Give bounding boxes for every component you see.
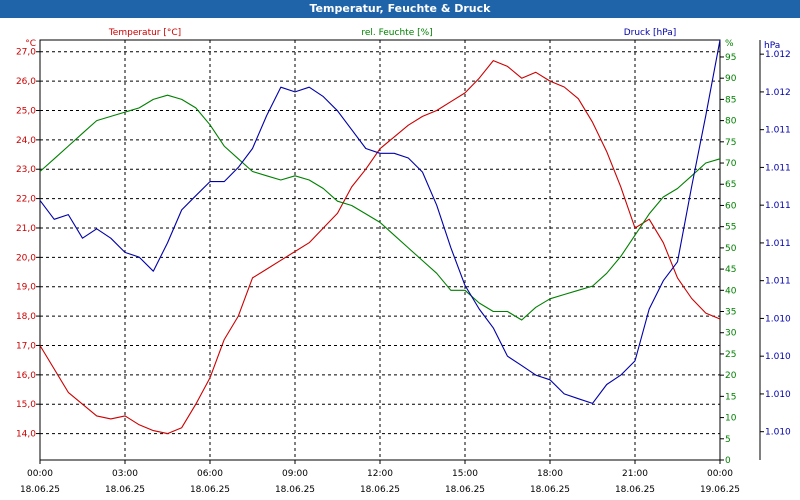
x-tick-label-date: 18.06.25 (445, 485, 485, 495)
x-tick-label-date: 19.06.25 (700, 485, 740, 495)
humidity-tick-label: 20 (725, 371, 737, 381)
humidity-tick-label: 50 (725, 244, 737, 254)
x-tick-label-date: 18.06.25 (190, 485, 230, 495)
pressure-tick-label: 1.011 (765, 277, 791, 287)
humidity-tick-label: 5 (725, 435, 731, 445)
pressure-tick-label: 1.012 (765, 88, 791, 98)
temp-tick-label: 26,0 (16, 77, 36, 87)
humidity-axis-label: rel. Feuchte [%] (361, 28, 432, 38)
pressure-axis-unit: hPa (764, 41, 780, 51)
chart-title: Temperatur, Feuchte & Druck (0, 0, 800, 18)
x-tick-label-time: 03:00 (112, 469, 138, 479)
x-tick-label-time: 21:00 (622, 469, 648, 479)
humidity-tick-label: 40 (725, 286, 737, 296)
x-tick-label-time: 00:00 (27, 469, 53, 479)
temp-tick-label: 25,0 (16, 106, 36, 116)
humidity-tick-label: 70 (725, 159, 737, 169)
temp-tick-label: 17,0 (16, 341, 36, 351)
pressure-tick-label: 1.012 (765, 50, 791, 60)
pressure-tick-label: 1.010 (765, 428, 791, 438)
axes-group: 00:00 18.06.25 03:00 18.06.25 06:00 18.06.25 0… (16, 28, 791, 495)
temp-tick-label: 14,0 (16, 430, 36, 440)
humidity-tick-label: 55 (725, 223, 736, 233)
x-tick-label-time: 09:00 (282, 469, 308, 479)
temp-tick-label: 27,0 (16, 48, 36, 58)
humidity-tick-label: 45 (725, 265, 736, 275)
x-tick-label-time: 15:00 (452, 469, 478, 479)
humidity-tick-label: 0 (725, 456, 731, 466)
series-line-pressure (39, 39, 721, 404)
x-tick-label-time: 12:00 (367, 469, 393, 479)
temp-tick-label: 21,0 (16, 224, 36, 234)
temp-tick-label: 16,0 (16, 371, 36, 381)
pressure-tick-label: 1.011 (765, 126, 791, 136)
temp-tick-label: 20,0 (16, 253, 36, 263)
humidity-tick-label: 65 (725, 180, 736, 190)
pressure-tick-label: 1.010 (765, 390, 791, 400)
x-tick-label-time: 18:00 (537, 469, 563, 479)
pressure-axis-label: Druck [hPa] (624, 28, 677, 38)
series-line-humidity (39, 94, 721, 321)
humidity-tick-label: 95 (725, 53, 736, 63)
temp-tick-label: 18,0 (16, 312, 36, 322)
x-tick-label-date: 18.06.25 (20, 485, 60, 495)
temp-tick-label: 15,0 (16, 400, 36, 410)
pressure-tick-label: 1.011 (765, 163, 791, 173)
x-tick-label-date: 18.06.25 (360, 485, 400, 495)
temp-tick-label: 22,0 (16, 195, 36, 205)
x-tick-label-date: 18.06.25 (275, 485, 315, 495)
x-tick-label-time: 06:00 (197, 469, 223, 479)
humidity-tick-label: 90 (725, 74, 737, 84)
humidity-tick-label: 85 (725, 95, 736, 105)
x-tick-label-date: 18.06.25 (530, 485, 570, 495)
x-tick-label-time: 00:00 (707, 469, 733, 479)
series-line-temperature (39, 60, 721, 435)
grid-lines (40, 40, 720, 460)
humidity-tick-label: 10 (725, 414, 737, 424)
series-group (39, 39, 721, 435)
temp-tick-label: 23,0 (16, 165, 36, 175)
x-tick-label-date: 18.06.25 (105, 485, 145, 495)
chart-area: 00:00 18.06.25 03:00 18.06.25 06:00 18.06.25 0… (16, 28, 791, 495)
humidity-tick-label: 25 (725, 350, 736, 360)
humidity-axis-unit: % (725, 39, 734, 49)
temp-axis-label: Temperatur [°C] (108, 28, 181, 38)
humidity-tick-label: 80 (725, 117, 737, 127)
temp-tick-label: 19,0 (16, 283, 36, 293)
humidity-tick-label: 75 (725, 138, 736, 148)
temp-axis-unit: °C (25, 39, 36, 49)
humidity-tick-label: 35 (725, 308, 736, 318)
pressure-tick-label: 1.011 (765, 201, 791, 211)
pressure-tick-label: 1.011 (765, 239, 791, 249)
x-tick-label-date: 18.06.25 (615, 485, 655, 495)
humidity-tick-label: 15 (725, 392, 736, 402)
humidity-tick-label: 30 (725, 329, 737, 339)
pressure-tick-label: 1.010 (765, 314, 791, 324)
temp-tick-label: 24,0 (16, 136, 36, 146)
humidity-tick-label: 60 (725, 201, 737, 211)
pressure-tick-label: 1.010 (765, 352, 791, 362)
